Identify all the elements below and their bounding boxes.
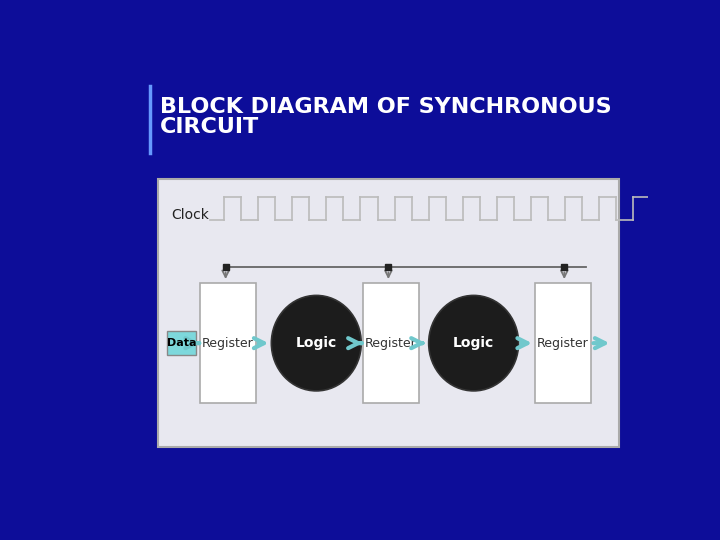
Text: Clock: Clock bbox=[171, 208, 210, 222]
Bar bbox=[167, 331, 196, 355]
Bar bbox=[158, 179, 619, 447]
Text: Register: Register bbox=[365, 336, 417, 350]
Text: Register: Register bbox=[202, 336, 254, 350]
Text: Register: Register bbox=[537, 336, 589, 350]
Text: BLOCK DIAGRAM OF SYNCHRONOUS: BLOCK DIAGRAM OF SYNCHRONOUS bbox=[160, 97, 611, 117]
Text: Logic: Logic bbox=[453, 336, 494, 350]
Bar bbox=[200, 284, 256, 403]
Bar bbox=[535, 284, 590, 403]
Ellipse shape bbox=[428, 295, 518, 391]
Ellipse shape bbox=[271, 295, 361, 391]
Text: Data: Data bbox=[167, 338, 196, 348]
Bar bbox=[363, 284, 418, 403]
Text: CIRCUIT: CIRCUIT bbox=[160, 117, 259, 137]
Text: Logic: Logic bbox=[296, 336, 337, 350]
